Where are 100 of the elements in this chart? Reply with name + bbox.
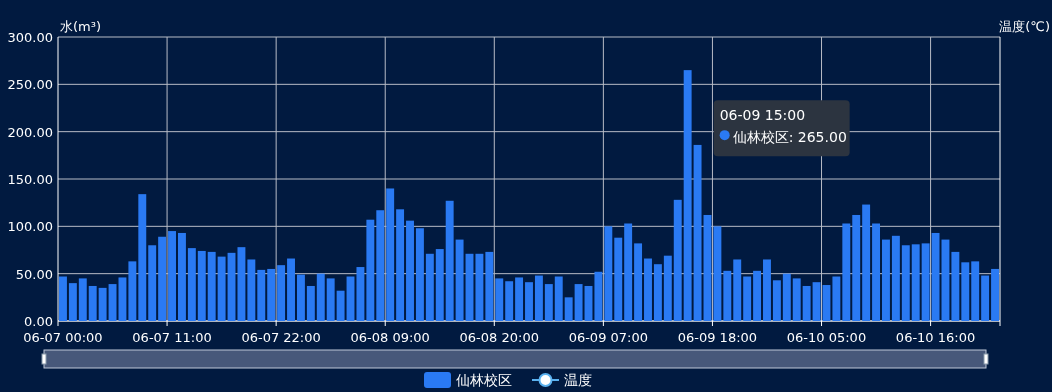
y-tick-label: 150.00	[7, 172, 53, 187]
bar	[406, 220, 414, 321]
legend-label: 仙林校区	[456, 372, 512, 388]
bar	[852, 214, 861, 321]
bar	[455, 239, 464, 321]
bar	[961, 262, 970, 321]
bar	[693, 144, 702, 321]
bar	[247, 259, 256, 321]
bar	[673, 199, 682, 321]
bar	[981, 275, 990, 321]
bar	[386, 188, 395, 321]
y-axis-title: 水(m³)	[60, 19, 102, 34]
y-tick-label: 200.00	[7, 124, 53, 140]
y-tick-label: 300.00	[7, 30, 53, 45]
bar	[237, 247, 246, 321]
bar	[435, 249, 444, 321]
bar	[485, 251, 494, 321]
bar	[971, 261, 980, 321]
bar	[713, 226, 722, 321]
bar	[763, 259, 771, 321]
bar	[733, 259, 742, 321]
bar	[782, 273, 791, 321]
bar	[663, 255, 672, 321]
bar	[148, 245, 157, 321]
bar	[594, 271, 603, 321]
bar	[872, 223, 881, 321]
bar	[911, 244, 920, 321]
bar	[743, 276, 752, 321]
bar	[802, 285, 811, 321]
bar	[267, 268, 276, 321]
bar	[525, 282, 533, 321]
bar	[842, 223, 851, 321]
bar	[792, 278, 801, 321]
bar	[128, 261, 137, 321]
bar	[812, 282, 821, 321]
tooltip: 06-09 15:00 仙林校区: 265.00	[713, 100, 850, 157]
bar	[634, 243, 643, 321]
bar	[88, 285, 97, 321]
x-tick-label: 06-09 07:00	[568, 330, 649, 345]
bar	[604, 226, 613, 321]
bar	[118, 277, 127, 321]
bar	[991, 268, 999, 321]
bar	[316, 273, 325, 321]
x-tick-label: 06-09 18:00	[677, 330, 758, 345]
bar	[396, 209, 405, 321]
bar	[296, 274, 305, 321]
bar	[158, 236, 167, 321]
x-tick-label: 06-07 11:00	[132, 330, 212, 345]
bar	[644, 258, 652, 321]
bar	[336, 290, 345, 321]
bar	[574, 284, 583, 321]
bar	[534, 275, 543, 321]
y-tick-label: 50.00	[15, 266, 53, 282]
x-tick-label: 06-08 09:00	[350, 330, 430, 345]
bar	[891, 235, 900, 321]
bar	[187, 248, 196, 321]
bar	[921, 243, 930, 321]
x-tick-label: 06-07 22:00	[241, 330, 321, 345]
bar	[614, 237, 623, 321]
bar	[445, 200, 454, 321]
bar	[98, 287, 107, 321]
bar	[68, 283, 77, 321]
bar	[951, 251, 960, 321]
y-tick-label: 250.00	[7, 77, 53, 93]
x-tick-label: 06-08 20:00	[459, 330, 539, 345]
x-tick-label: 06-07 00:00	[23, 330, 103, 345]
y-tick-label: 0.00	[24, 314, 53, 329]
bar	[564, 297, 573, 321]
bar	[931, 232, 940, 321]
bar	[832, 276, 841, 321]
bar	[901, 245, 910, 321]
bar	[168, 231, 176, 321]
bar	[882, 239, 890, 321]
bar	[257, 269, 266, 321]
bar	[425, 253, 434, 321]
bar	[624, 223, 633, 321]
bar	[326, 278, 335, 321]
bar	[306, 285, 315, 321]
y2-axis-title: 温度(℃)	[999, 19, 1050, 34]
bar	[78, 278, 87, 321]
bar	[772, 280, 781, 321]
bar	[862, 204, 871, 321]
bar	[554, 276, 563, 321]
bar	[753, 270, 762, 321]
bar	[723, 270, 732, 321]
bar	[287, 258, 295, 321]
bar	[376, 210, 385, 321]
bar	[356, 267, 365, 321]
bar	[515, 277, 524, 321]
bar	[59, 276, 67, 321]
bar	[138, 194, 147, 321]
bar	[505, 281, 514, 321]
x-tick-label: 06-10 05:00	[786, 330, 867, 345]
bar	[217, 256, 226, 321]
bar	[653, 264, 662, 321]
bar	[683, 70, 692, 321]
y-tick-label: 100.00	[7, 219, 53, 235]
bar	[415, 228, 424, 321]
bar	[366, 219, 375, 321]
bar	[177, 232, 186, 321]
